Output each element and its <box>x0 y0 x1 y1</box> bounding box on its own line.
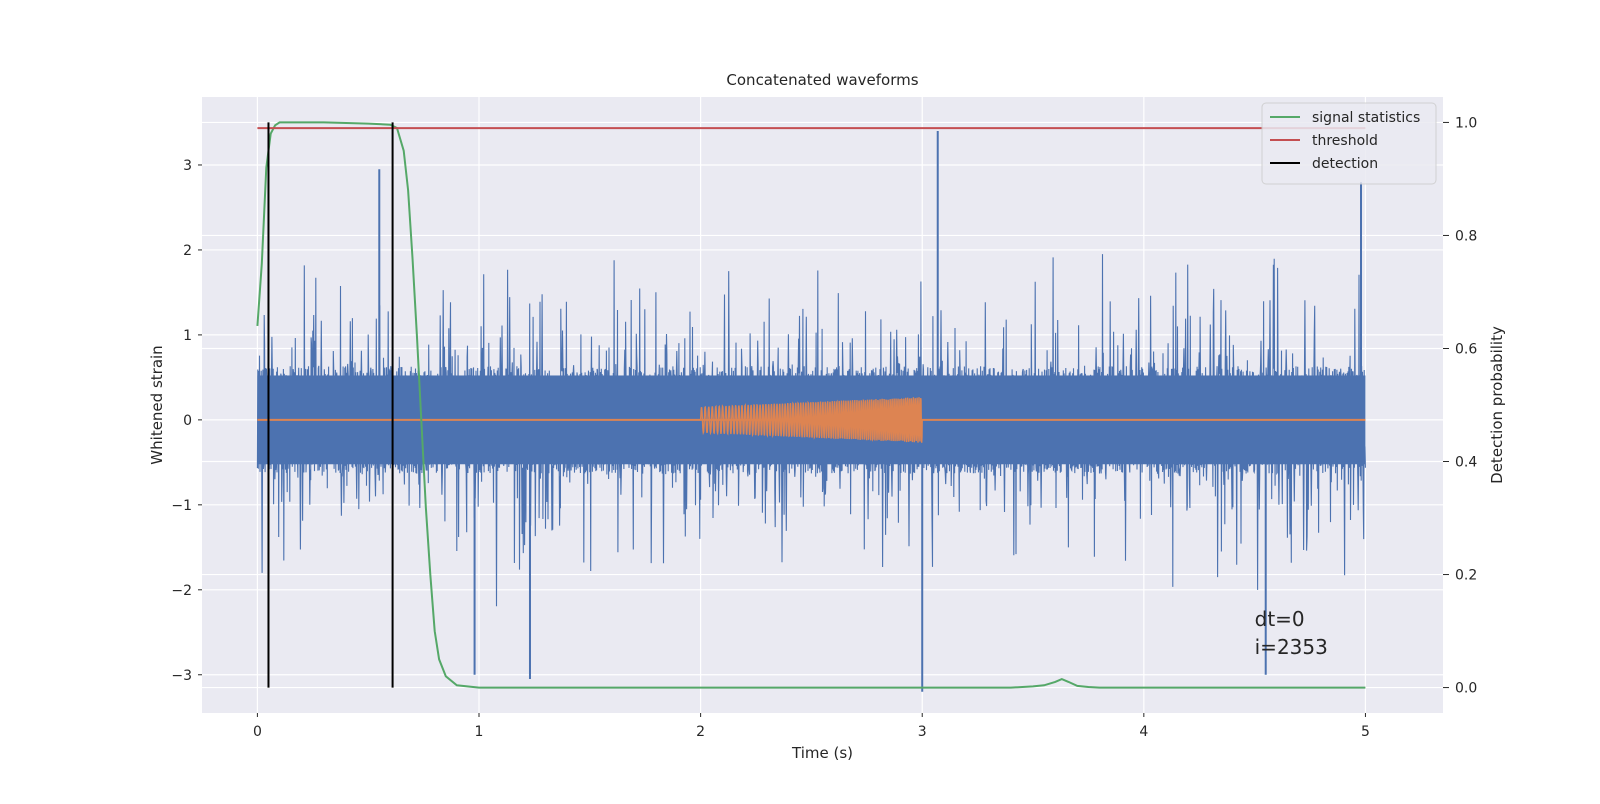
y-right-tick-label: 1.0 <box>1455 115 1477 131</box>
y-right-tick-label: 0.2 <box>1455 568 1477 584</box>
y-left-tick-label: 0 <box>183 413 192 429</box>
y-left-tick-label: 3 <box>183 158 192 174</box>
annotation-dt: dt=0 <box>1255 607 1305 631</box>
annotation: dt=0 i=2353 <box>1255 607 1328 659</box>
y-right-tick-label: 0.0 <box>1455 681 1477 697</box>
y-right-tick-label: 0.8 <box>1455 228 1477 244</box>
y-left-tick-label: 2 <box>183 243 192 259</box>
template-series <box>257 397 1366 443</box>
y-axis-right-label: Detection probability <box>1488 326 1506 484</box>
legend-label: detection <box>1312 156 1378 172</box>
y-right-tick-label: 0.4 <box>1455 455 1477 471</box>
x-tick-label: 2 <box>696 724 705 740</box>
signal-statistics-series <box>256 121 1366 689</box>
y-right-tick-label: 0.6 <box>1455 341 1477 357</box>
y-axis-right-ticks: 0.0 0.2 0.4 0.6 0.8 1.0 <box>1443 115 1477 697</box>
detection-series <box>267 122 394 688</box>
y-left-tick-label: −1 <box>171 498 192 514</box>
annotation-index: i=2353 <box>1255 635 1328 659</box>
legend-label: signal statistics <box>1312 110 1420 126</box>
x-axis-ticks: 0 1 2 3 4 5 <box>253 713 1370 740</box>
x-tick-label: 5 <box>1361 724 1370 740</box>
y-left-tick-label: −2 <box>171 583 192 599</box>
x-tick-label: 4 <box>1139 724 1148 740</box>
x-axis-label: Time (s) <box>791 744 853 762</box>
x-tick-label: 1 <box>475 724 484 740</box>
legend-label: threshold <box>1312 133 1378 149</box>
y-left-tick-label: −3 <box>171 668 192 684</box>
legend-box <box>1261 102 1437 185</box>
chart-title: Concatenated waveforms <box>726 71 918 89</box>
y-axis-left-label: Whitened strain <box>148 345 166 464</box>
x-tick-label: 0 <box>253 724 262 740</box>
legend: signal statistics threshold detection <box>1261 102 1437 185</box>
y-axis-left-ticks: −3 −2 −1 0 1 2 3 <box>171 158 202 684</box>
signal-statistics-line <box>256 121 1366 689</box>
y-left-tick-label: 1 <box>183 328 192 344</box>
template-chirp <box>699 397 923 443</box>
x-tick-label: 3 <box>918 724 927 740</box>
